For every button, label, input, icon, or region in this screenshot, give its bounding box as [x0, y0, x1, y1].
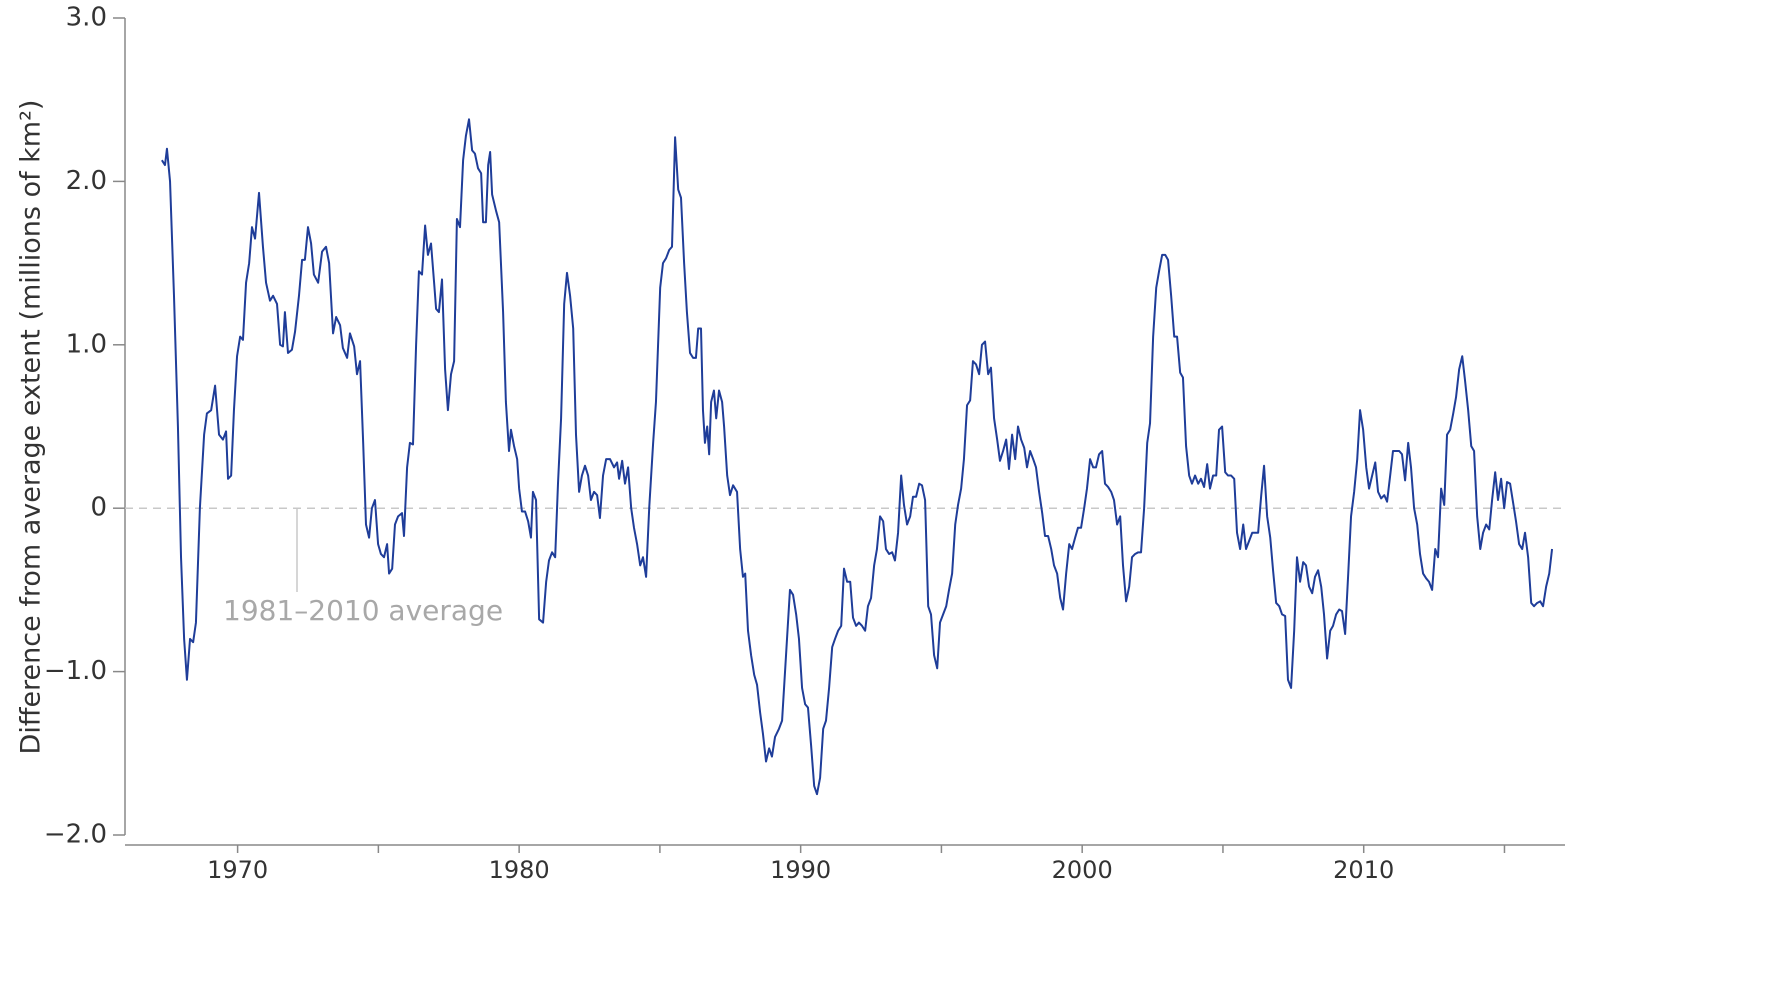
- y-axis-label: Difference from average extent (millions…: [16, 100, 47, 755]
- y-tick-label: 2.0: [66, 166, 107, 196]
- data-line: [161, 118, 1554, 796]
- x-tick-label: 1980: [489, 856, 550, 884]
- x-tick-label: 1970: [207, 856, 268, 884]
- y-tick-label: 3.0: [66, 3, 107, 33]
- y-tick-label: 1.0: [66, 329, 107, 359]
- y-tick-label: −2.0: [44, 820, 107, 850]
- x-tick-label: 2000: [1052, 856, 1113, 884]
- x-tick-label: 2010: [1333, 856, 1394, 884]
- annotation: 1981–2010 average: [223, 594, 503, 627]
- x-tick-label: 1990: [770, 856, 831, 884]
- y-tick-label: 0: [90, 493, 107, 523]
- y-tick-label: −1.0: [44, 656, 107, 686]
